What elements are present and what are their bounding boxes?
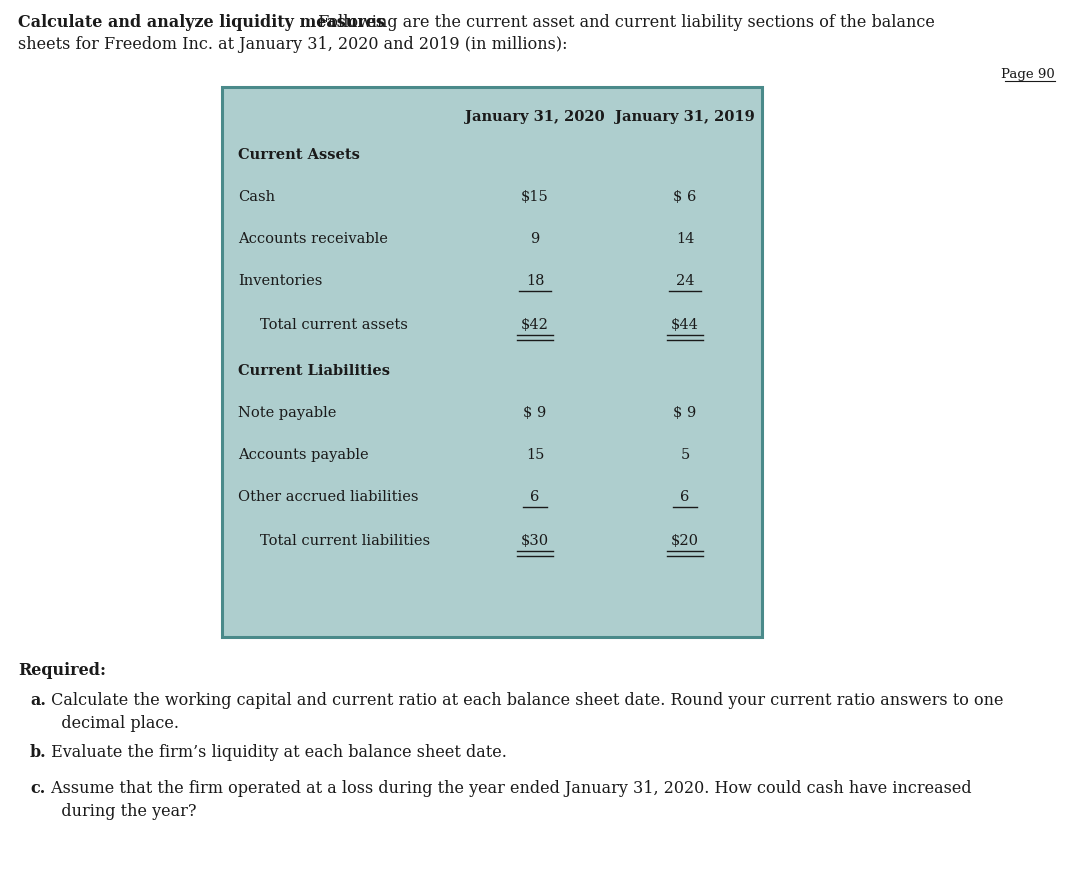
- Text: 15: 15: [526, 447, 544, 461]
- Text: Assume that the firm operated at a loss during the year ended January 31, 2020. : Assume that the firm operated at a loss …: [46, 779, 972, 796]
- FancyBboxPatch shape: [222, 88, 762, 638]
- Text: Cash: Cash: [238, 189, 275, 203]
- Text: Note payable: Note payable: [238, 405, 337, 419]
- Text: $30: $30: [521, 533, 549, 547]
- Text: 14: 14: [676, 232, 694, 246]
- Text: decimal place.: decimal place.: [46, 714, 179, 731]
- Text: Total current liabilities: Total current liabilities: [260, 533, 430, 547]
- Text: b.: b.: [30, 743, 46, 760]
- Text: $15: $15: [521, 189, 549, 203]
- Text: $ 9: $ 9: [674, 405, 696, 419]
- Text: Evaluate the firm’s liquidity at each balance sheet date.: Evaluate the firm’s liquidity at each ba…: [46, 743, 507, 760]
- Text: c.: c.: [30, 779, 45, 796]
- Text: January 31, 2019: January 31, 2019: [615, 110, 755, 124]
- Text: Following are the current asset and current liability sections of the balance: Following are the current asset and curr…: [313, 14, 935, 31]
- Text: 18: 18: [526, 274, 544, 288]
- Text: Current Liabilities: Current Liabilities: [238, 364, 390, 378]
- Text: Other accrued liabilities: Other accrued liabilities: [238, 489, 419, 503]
- Text: 5: 5: [680, 447, 690, 461]
- Text: Total current assets: Total current assets: [260, 317, 408, 332]
- Text: January 31, 2020: January 31, 2020: [465, 110, 605, 124]
- Text: $ 9: $ 9: [523, 405, 547, 419]
- Text: Required:: Required:: [18, 661, 107, 678]
- Text: Current Assets: Current Assets: [238, 148, 359, 162]
- Text: 6: 6: [530, 489, 540, 503]
- Text: $20: $20: [671, 533, 699, 547]
- Text: $44: $44: [671, 317, 699, 332]
- Text: 24: 24: [676, 274, 694, 288]
- Text: Inventories: Inventories: [238, 274, 323, 288]
- Text: during the year?: during the year?: [46, 802, 197, 819]
- Text: Calculate and analyze liquidity measures: Calculate and analyze liquidity measures: [18, 14, 385, 31]
- Text: a.: a.: [30, 691, 46, 709]
- Text: 9: 9: [530, 232, 540, 246]
- Text: Calculate the working capital and current ratio at each balance sheet date. Roun: Calculate the working capital and curren…: [46, 691, 1004, 709]
- Text: $42: $42: [521, 317, 549, 332]
- Text: $ 6: $ 6: [674, 189, 696, 203]
- Text: 6: 6: [680, 489, 690, 503]
- Text: sheets for Freedom Inc. at January 31, 2020 and 2019 (in millions):: sheets for Freedom Inc. at January 31, 2…: [18, 36, 567, 53]
- Text: Accounts receivable: Accounts receivable: [238, 232, 387, 246]
- Text: Page 90: Page 90: [1002, 68, 1054, 81]
- Text: Accounts payable: Accounts payable: [238, 447, 369, 461]
